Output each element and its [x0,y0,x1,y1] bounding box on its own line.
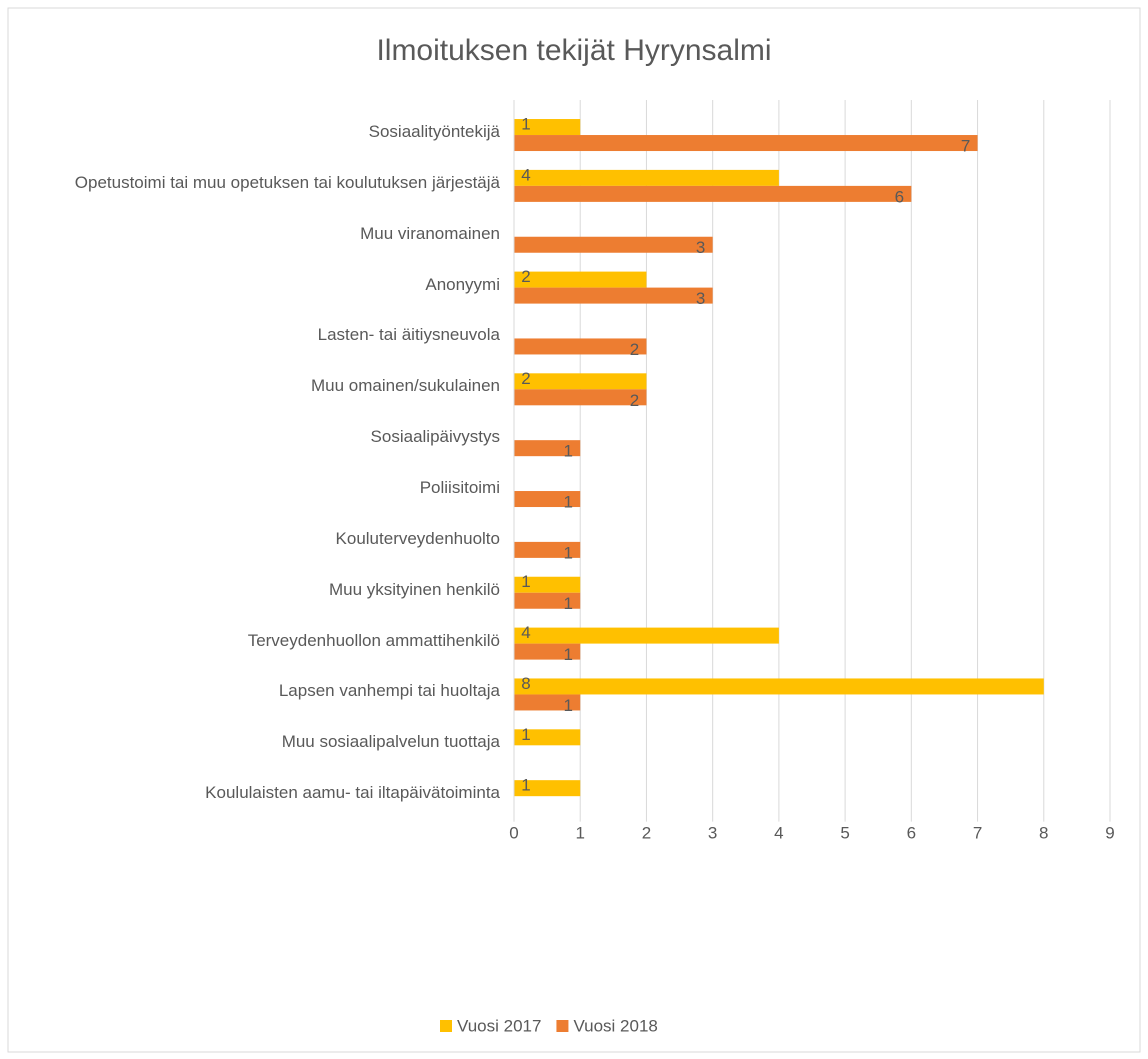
x-tick-label: 5 [840,823,849,842]
data-label: 4 [521,623,530,642]
data-label: 4 [521,165,530,184]
data-label: 2 [521,267,530,286]
data-label: 1 [563,594,572,613]
y-tick-label: Poliisitoimi [419,478,500,498]
y-tick-label: Lapsen vanhempi tai huoltaja [278,681,500,701]
bar [514,541,581,558]
y-tick-label: Lasten- tai äitiysneuvola [317,325,500,345]
y-tick-label: Terveydenhuollon ammattihenkilö [247,630,500,650]
data-label: 1 [563,645,572,664]
data-label: 1 [563,696,572,715]
x-tick-label: 8 [1039,823,1048,842]
data-label: 1 [563,543,572,562]
bar [514,373,647,390]
y-tick-label: Muu viranomainen [360,223,500,243]
bar [514,592,581,609]
data-label: 1 [521,572,530,591]
bar [514,119,581,136]
data-label: 1 [563,442,572,461]
data-label: 2 [521,369,530,388]
data-label: 1 [563,493,572,512]
x-tick-label: 7 [973,823,982,842]
y-tick-label: Muu sosiaalipalvelun tuottaja [281,732,500,752]
y-tick-label: Sosiaalityöntekijä [368,122,500,142]
y-tick-label: Opetustoimi tai muu opetuksen tai koulut… [74,172,500,192]
x-tick-label: 4 [774,823,783,842]
legend-swatch [556,1020,569,1032]
y-tick-label: Sosiaalipäivystys [370,427,500,447]
x-tick-label: 9 [1105,823,1114,842]
data-label: 3 [696,238,705,257]
bar [514,780,581,797]
bar [514,169,779,186]
data-label: 7 [961,137,970,156]
x-tick-label: 2 [642,823,651,842]
data-label: 1 [521,776,530,795]
y-tick-label: Koululaisten aamu- tai iltapäivätoiminta [205,783,500,803]
bar [514,287,713,304]
x-tick-label: 1 [575,823,584,842]
bar [514,440,581,457]
bar [514,491,581,508]
legend-label: Vuosi 2017 [457,1016,541,1035]
bar [514,236,713,253]
bar [514,694,581,711]
x-tick-label: 6 [907,823,916,842]
y-tick-label: Muu omainen/sukulainen [310,376,500,396]
bar [514,338,647,355]
y-tick-label: Anonyymi [425,274,500,294]
bar [514,389,647,406]
data-label: 1 [521,115,530,134]
x-tick-label: 0 [509,823,518,842]
data-label: 3 [696,289,705,308]
bar [514,643,581,660]
bar [514,271,647,288]
bar [514,135,978,152]
y-tick-label: Muu yksityinen henkilö [328,579,500,599]
x-tick-label: 3 [708,823,717,842]
data-label: 6 [895,187,904,206]
legend-label: Vuosi 2018 [573,1016,657,1035]
data-label: 2 [630,340,639,359]
bar [514,729,581,746]
legend-swatch [440,1020,452,1032]
bar [514,627,779,644]
bar [514,576,581,593]
data-label: 2 [630,391,639,410]
chart-title: Ilmoituksen tekijät Hyrynsalmi [376,34,771,67]
bar [514,678,1044,695]
data-label: 1 [521,725,530,744]
bar [514,185,912,202]
y-tick-label: Kouluterveydenhuolto [335,528,500,548]
data-label: 8 [521,674,530,693]
